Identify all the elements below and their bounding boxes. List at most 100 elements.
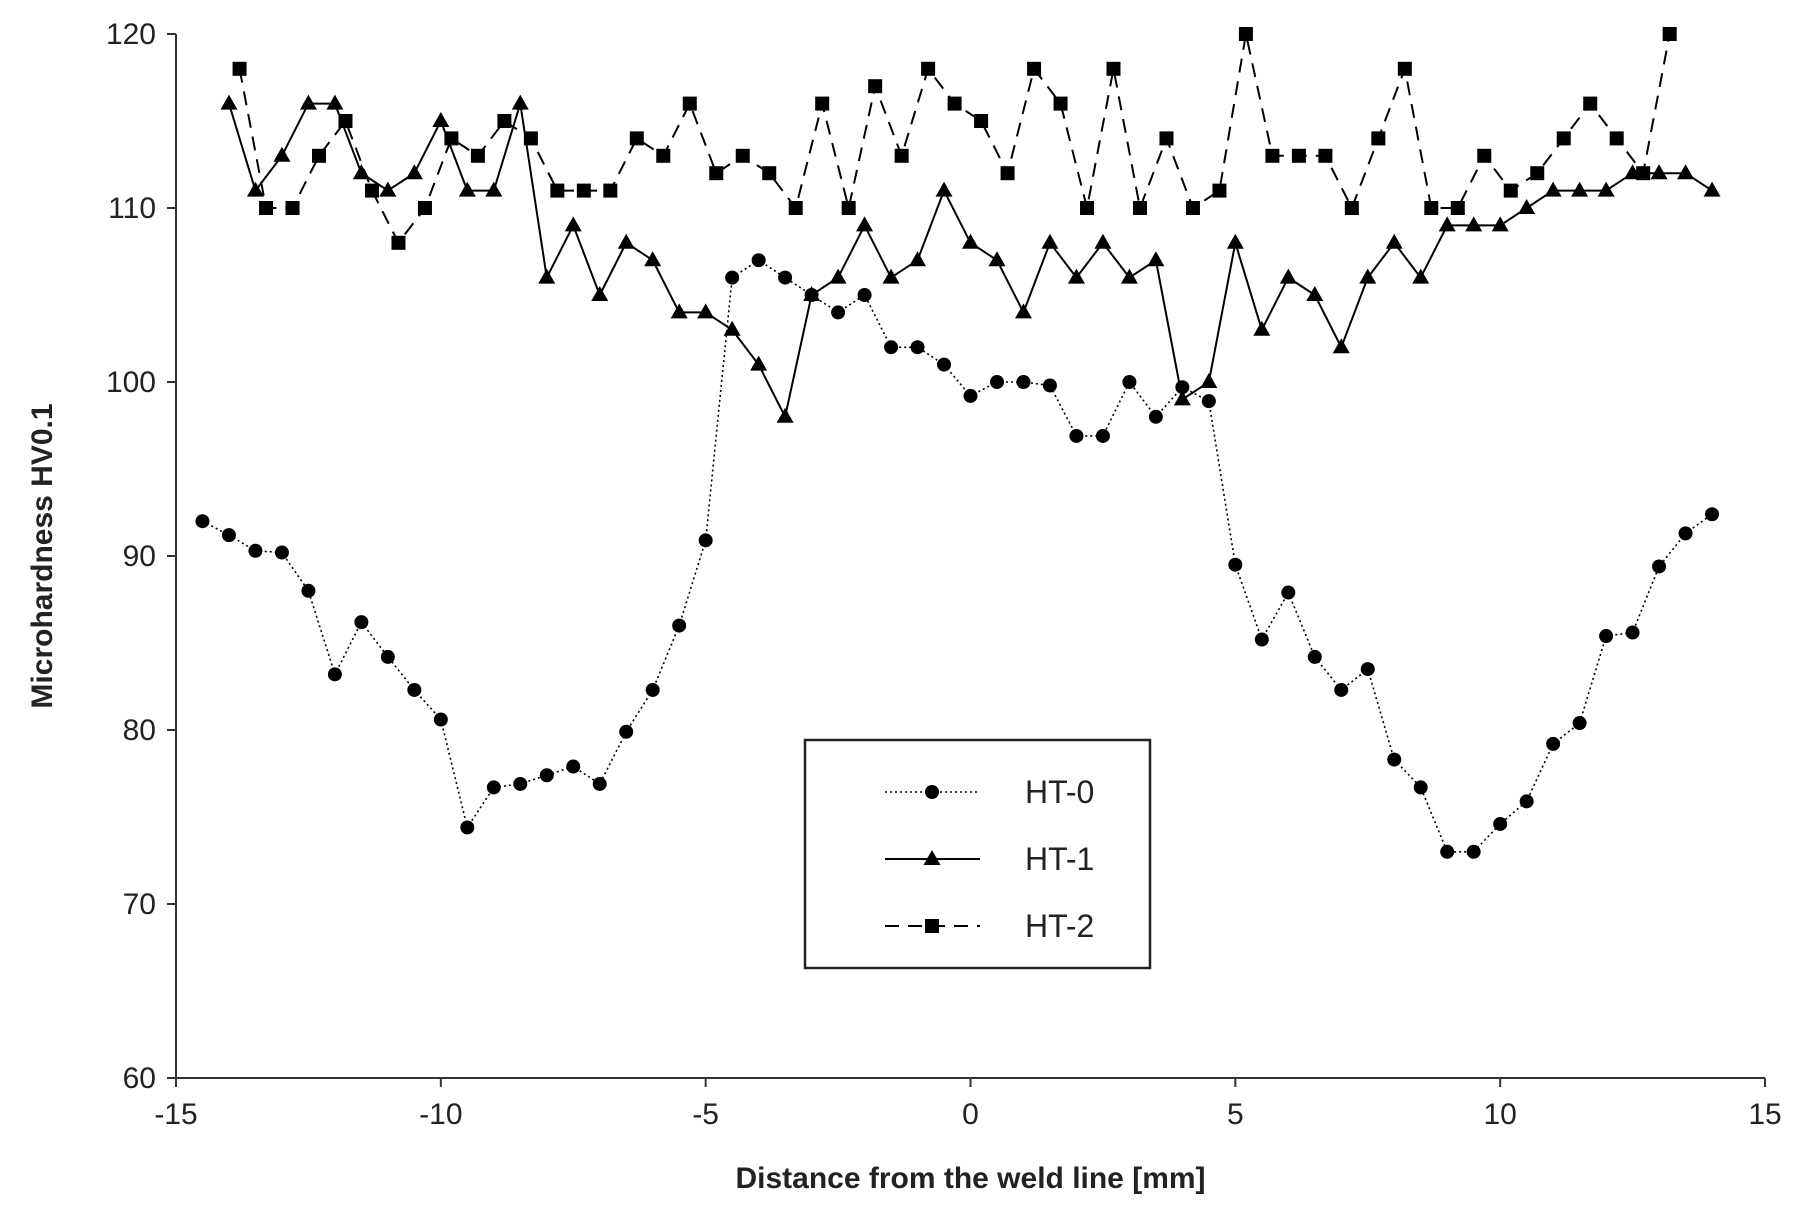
data-point-ht-0 <box>1440 844 1455 859</box>
series-ht-1 <box>220 94 1721 423</box>
data-point-ht-0 <box>301 583 316 598</box>
x-tick-label: 0 <box>962 1098 979 1131</box>
data-point-ht-0 <box>513 776 528 791</box>
data-point-ht-2 <box>629 131 644 146</box>
data-point-ht-1 <box>1094 233 1112 249</box>
data-point-ht-2 <box>894 148 909 163</box>
data-point-ht-1 <box>1385 233 1403 249</box>
data-point-ht-2 <box>1212 183 1227 198</box>
series-layer <box>195 27 1721 859</box>
data-point-ht-1 <box>1041 233 1059 249</box>
series-ht-2 <box>232 27 1677 250</box>
data-point-ht-2 <box>391 235 406 250</box>
data-point-ht-2 <box>1556 131 1571 146</box>
data-point-ht-0 <box>910 340 925 355</box>
data-point-ht-0 <box>380 649 395 664</box>
x-tick-label: 10 <box>1483 1098 1516 1131</box>
data-point-ht-1 <box>617 233 635 249</box>
data-point-ht-0 <box>1652 559 1667 574</box>
data-point-ht-2 <box>1159 131 1174 146</box>
data-point-ht-0 <box>1228 557 1243 572</box>
data-point-ht-1 <box>1147 251 1165 267</box>
data-point-ht-2 <box>1238 27 1253 41</box>
data-point-ht-0 <box>1678 526 1693 541</box>
data-point-ht-2 <box>312 148 327 163</box>
data-point-ht-0 <box>1705 507 1720 522</box>
data-point-ht-2 <box>576 183 591 198</box>
data-point-ht-1 <box>935 181 953 197</box>
data-point-ht-2 <box>364 183 379 198</box>
data-point-ht-0 <box>672 618 687 633</box>
data-point-ht-2 <box>762 166 777 181</box>
data-point-ht-0 <box>1148 409 1163 424</box>
y-tick-label: 70 <box>123 888 156 921</box>
legend-label-ht-0: HT-0 <box>1025 774 1094 810</box>
data-point-ht-2 <box>1080 201 1095 215</box>
data-point-ht-2 <box>470 148 485 163</box>
data-point-ht-0 <box>1201 394 1216 409</box>
x-tick-label: -5 <box>692 1098 719 1131</box>
data-point-ht-1 <box>246 181 264 197</box>
y-tick-label: 110 <box>108 192 156 225</box>
data-point-ht-2 <box>1053 96 1068 111</box>
data-point-ht-0 <box>248 543 263 558</box>
data-point-ht-2 <box>603 183 618 198</box>
data-point-ht-0 <box>1546 736 1561 751</box>
data-point-ht-0 <box>566 759 581 774</box>
data-point-ht-1 <box>1120 268 1138 284</box>
data-point-ht-2 <box>1503 183 1518 198</box>
data-point-ht-0 <box>1599 629 1614 644</box>
data-point-ht-2 <box>788 201 803 215</box>
y-tick-label: 60 <box>123 1062 156 1095</box>
data-point-ht-0 <box>327 667 342 682</box>
legend-marker-ht-0 <box>925 785 939 799</box>
data-point-ht-2 <box>259 201 274 215</box>
legend-marker-ht-1 <box>923 850 941 865</box>
data-point-ht-1 <box>697 303 715 319</box>
data-point-ht-1 <box>1677 164 1695 180</box>
data-point-ht-0 <box>433 712 448 727</box>
data-point-ht-2 <box>1265 148 1280 163</box>
data-point-ht-0 <box>1122 375 1137 389</box>
data-point-ht-1 <box>1491 216 1509 232</box>
data-point-ht-2 <box>1185 201 1200 215</box>
data-point-ht-1 <box>432 112 450 127</box>
data-point-ht-0 <box>857 288 872 302</box>
data-point-ht-0 <box>592 776 607 791</box>
legend: HT-0 HT-1 HT-2 <box>803 738 1152 970</box>
data-point-ht-0 <box>831 305 846 320</box>
data-point-ht-0 <box>1254 632 1269 647</box>
data-point-ht-0 <box>486 780 501 795</box>
data-point-ht-1 <box>564 216 582 232</box>
data-point-ht-0 <box>1069 428 1084 443</box>
data-point-ht-1 <box>1332 338 1350 354</box>
data-point-ht-1 <box>1226 233 1244 249</box>
data-point-ht-0 <box>1572 716 1587 731</box>
data-point-ht-1 <box>1014 303 1032 319</box>
data-point-ht-2 <box>1450 201 1465 215</box>
data-point-ht-0 <box>884 340 899 355</box>
data-point-ht-0 <box>1307 649 1322 664</box>
data-point-ht-1 <box>803 286 821 301</box>
data-point-ht-1 <box>1518 199 1536 214</box>
y-tick-label: 90 <box>123 540 156 573</box>
data-point-ht-2 <box>1662 27 1677 41</box>
data-point-ht-0 <box>539 768 554 783</box>
axes-layer: 60 70 80 90 100 110 120 -15 -10 -5 0 5 10 15 <box>106 18 1782 1131</box>
data-point-ht-1 <box>1544 181 1562 197</box>
legend-marker-ht-2 <box>925 919 939 933</box>
legend-box <box>803 738 1152 970</box>
data-point-ht-2 <box>1318 148 1333 163</box>
data-point-ht-1 <box>856 216 874 232</box>
data-point-ht-2 <box>523 131 538 146</box>
data-point-ht-1 <box>1067 268 1085 284</box>
data-point-ht-2 <box>1424 201 1439 215</box>
data-point-ht-2 <box>1636 166 1651 181</box>
data-point-ht-2 <box>1477 148 1492 163</box>
data-point-ht-1 <box>1306 286 1324 301</box>
data-point-ht-0 <box>221 528 236 543</box>
x-tick-label: -10 <box>419 1098 462 1131</box>
data-point-ht-2 <box>841 201 856 215</box>
data-point-ht-0 <box>1281 585 1296 600</box>
